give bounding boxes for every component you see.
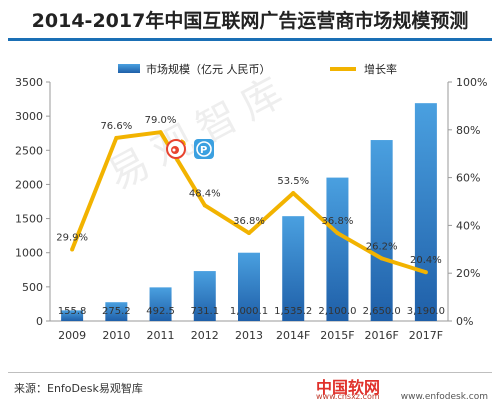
- growth-point: [291, 191, 296, 196]
- category-label: 2015F: [320, 329, 354, 342]
- right-axis-ticks: 0% 20% 40% 60% 80% 100%: [448, 76, 487, 328]
- bar-value-label: 2,100.0: [318, 306, 356, 317]
- growth-point: [114, 135, 119, 140]
- bar-series: 155.8 275.2 492.5 731.1 1,000.1 1,535.2 2,100.…: [58, 103, 445, 321]
- growth-line-series: 29.9% 76.6% 79.0% 48.4% 36.8% 53.5% 36.8% 26.2%…: [56, 115, 442, 275]
- growth-point: [70, 247, 75, 252]
- legend-label-line: 增长率: [364, 62, 397, 76]
- bar-value-label: 3,190.0: [407, 306, 445, 317]
- right-tick-label: 0%: [456, 315, 473, 328]
- right-tick-label: 100%: [456, 76, 487, 89]
- left-tick-label: 3500: [15, 76, 43, 89]
- bar: [282, 216, 305, 321]
- bar-value-label: 1,000.1: [230, 306, 268, 317]
- bar: [105, 302, 128, 321]
- bar: [149, 287, 172, 321]
- source-note: 来源：EnfoDesk易观智库: [14, 382, 143, 395]
- right-tick-label: 80%: [456, 124, 480, 137]
- left-tick-label: 2000: [15, 178, 43, 191]
- right-tick-label: 40%: [456, 219, 480, 232]
- bar-value-label: 155.8: [58, 306, 87, 317]
- legend-label-bar: 市场规模（亿元 人民币）: [146, 62, 271, 76]
- category-label: 2009: [58, 329, 86, 342]
- growth-value-label: 29.9%: [56, 233, 88, 244]
- bar-value-label: 731.1: [190, 306, 219, 317]
- growth-value-label: 20.4%: [410, 255, 442, 266]
- category-label: 2012: [191, 329, 219, 342]
- growth-value-label: 48.4%: [189, 188, 221, 199]
- chart-title: 2014-2017年中国互联网广告运营商市场规模预测: [31, 10, 469, 32]
- p-app-icon: P: [194, 139, 214, 159]
- growth-point: [423, 270, 428, 275]
- growth-value-label: 76.6%: [100, 121, 132, 132]
- site-url: www.cnsxz.com: [316, 392, 380, 401]
- left-axis-ticks: 0 500 1000 1500 2000 2500 3000 3500: [15, 76, 50, 328]
- bar: [326, 177, 349, 321]
- category-label: 2011: [147, 329, 175, 342]
- bar-value-label: 1,535.2: [274, 306, 312, 317]
- growth-point: [247, 231, 251, 236]
- growth-point: [335, 231, 340, 236]
- left-tick-label: 1500: [15, 213, 43, 226]
- category-label: 2014F: [276, 329, 310, 342]
- weibo-icon: [166, 139, 186, 159]
- svg-text:P: P: [200, 145, 207, 156]
- bar-value-label: 275.2: [102, 306, 131, 317]
- right-tick-label: 60%: [456, 172, 480, 185]
- growth-point: [158, 130, 163, 135]
- right-tick-label: 20%: [456, 267, 480, 280]
- category-labels: 2009 2010 2011 2012 2013 2014F 2015F 2016F 2017F: [58, 329, 443, 342]
- growth-value-label: 26.2%: [366, 241, 398, 252]
- growth-value-label: 79.0%: [145, 115, 177, 126]
- legend-swatch-bar: [118, 64, 140, 73]
- left-tick-label: 3000: [15, 110, 43, 123]
- source-url: www.enfodesk.com: [400, 392, 488, 402]
- legend: 市场规模（亿元 人民币） 增长率: [118, 62, 397, 76]
- bar-value-label: 2,650.0: [363, 306, 401, 317]
- bar: [370, 140, 393, 321]
- bar: [238, 252, 260, 321]
- growth-point: [379, 256, 384, 261]
- bar: [61, 310, 84, 321]
- category-label: 2010: [102, 329, 130, 342]
- title-underline: [8, 38, 492, 41]
- bar: [414, 103, 437, 321]
- growth-point: [202, 203, 207, 208]
- footer-rule: [8, 372, 492, 373]
- growth-value-label: 53.5%: [277, 176, 309, 187]
- bar-value-label: 492.5: [146, 306, 175, 317]
- site-logo: 中国软网: [316, 378, 381, 397]
- bar: [193, 271, 216, 321]
- left-tick-label: 2500: [15, 144, 43, 157]
- category-label: 2016F: [365, 329, 399, 342]
- left-tick-label: 0: [36, 315, 43, 328]
- growth-value-label: 36.8%: [233, 216, 265, 227]
- growth-value-label: 36.8%: [322, 216, 354, 227]
- category-label: 2017F: [409, 329, 443, 342]
- left-tick-label: 500: [22, 281, 43, 294]
- left-tick-label: 1000: [15, 247, 43, 260]
- category-label: 2013: [235, 329, 263, 342]
